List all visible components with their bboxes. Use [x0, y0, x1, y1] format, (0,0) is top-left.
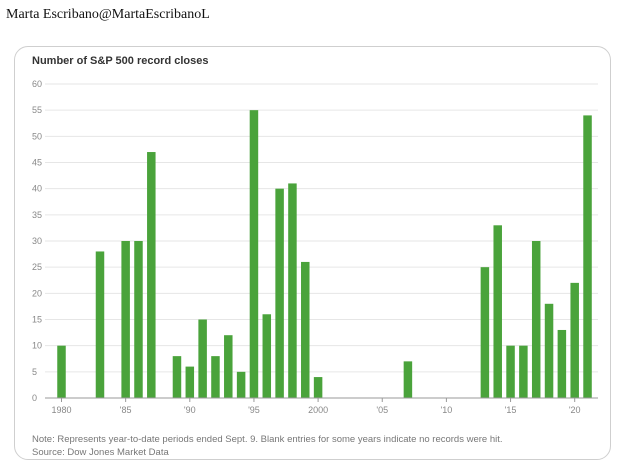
chart-title: Number of S&P 500 record closes — [32, 55, 209, 67]
x-tick-label: 2000 — [308, 405, 328, 415]
chart-source: Source: Dow Jones Market Data — [32, 447, 169, 458]
y-tick-label: 50 — [32, 131, 42, 141]
bar — [583, 115, 592, 399]
y-tick-label: 20 — [32, 288, 42, 298]
bar — [147, 152, 156, 398]
bar — [531, 241, 541, 398]
bar — [57, 345, 66, 398]
x-tick-label: '90 — [184, 405, 196, 415]
chart-card: Number of S&P 500 record closes 0 5 10 15 20… — [14, 46, 611, 460]
x-tick-label: '15 — [505, 405, 517, 415]
y-tick-label: 5 — [32, 367, 37, 377]
bar — [121, 241, 130, 398]
x-tick-label: '20 — [569, 405, 581, 415]
bar — [493, 225, 502, 398]
x-tick-label: '85 — [120, 405, 132, 415]
x-tick-label: '10 — [441, 405, 453, 415]
bar — [313, 377, 323, 398]
y-tick-label: 40 — [32, 184, 42, 194]
bar — [134, 241, 143, 398]
x-tick-label: 1980 — [51, 405, 71, 415]
y-tick-label: 45 — [32, 158, 42, 168]
y-tick-label: 55 — [32, 105, 42, 115]
bar — [198, 319, 207, 398]
y-tick-label: 10 — [32, 341, 42, 351]
bar — [570, 282, 579, 398]
bar — [236, 371, 246, 398]
bar — [288, 183, 297, 398]
bar — [262, 314, 272, 398]
chart-footer: Note: Represents year-to-date periods en… — [32, 433, 503, 459]
bar — [301, 261, 310, 398]
byline: Marta Escribano@MartaEscribanoL — [6, 7, 210, 22]
x-tick-label: '95 — [248, 405, 260, 415]
bar — [544, 303, 554, 398]
y-tick-label: 30 — [32, 236, 42, 246]
bar-chart: 0 5 10 15 20 25 30 35 40 45 50 55 60 1980 '85 '90 '95 200… — [32, 79, 598, 415]
bar — [557, 329, 567, 398]
bar — [480, 267, 490, 398]
x-tick-label: '05 — [376, 405, 388, 415]
bar — [519, 345, 528, 398]
bar — [249, 110, 259, 398]
bar — [506, 345, 515, 398]
chart-note: Note: Represents year-to-date periods en… — [32, 434, 503, 445]
y-tick-label: 60 — [32, 79, 42, 89]
y-tick-label: 0 — [32, 393, 37, 403]
bar — [403, 361, 413, 398]
bar — [275, 188, 284, 398]
y-tick-label: 25 — [32, 262, 42, 272]
bar — [95, 251, 105, 398]
bar — [172, 356, 182, 398]
y-tick-label: 15 — [32, 315, 42, 325]
bar — [211, 356, 220, 398]
bar — [224, 335, 233, 398]
y-tick-label: 35 — [32, 210, 42, 220]
bar — [185, 366, 195, 398]
